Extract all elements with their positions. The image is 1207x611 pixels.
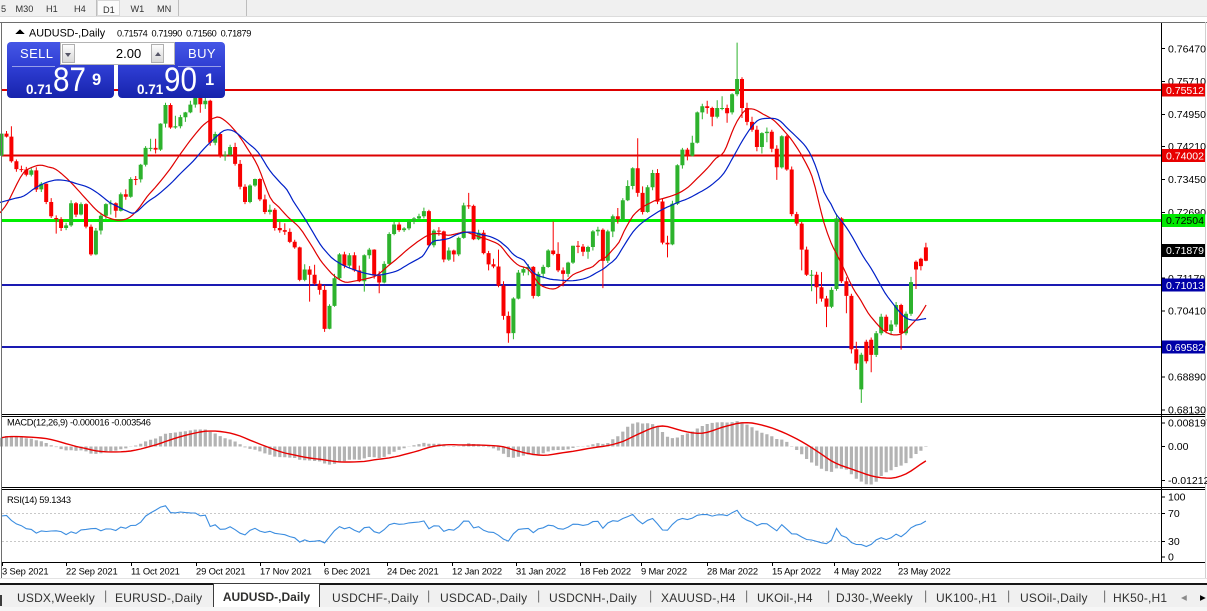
svg-text:0.68890: 0.68890 (1168, 372, 1206, 384)
svg-text:0.68130: 0.68130 (1168, 404, 1206, 416)
svg-text:24 Dec 2021: 24 Dec 2021 (387, 566, 439, 577)
svg-text:4 May 2022: 4 May 2022 (834, 566, 882, 577)
svg-text:0.69582: 0.69582 (1166, 342, 1204, 354)
svg-text:22 Sep 2021: 22 Sep 2021 (66, 566, 118, 577)
svg-text:0.75512: 0.75512 (1166, 85, 1204, 97)
svg-text:28 Mar 2022: 28 Mar 2022 (707, 566, 758, 577)
svg-text:0.71879: 0.71879 (1166, 245, 1204, 257)
svg-text:0.008197: 0.008197 (1168, 418, 1207, 430)
svg-text:23 May 2022: 23 May 2022 (898, 566, 951, 577)
svg-text:3 Sep 2021: 3 Sep 2021 (2, 566, 48, 577)
svg-text:100: 100 (1168, 492, 1186, 504)
svg-text:0.72504: 0.72504 (1166, 215, 1204, 227)
svg-text:0.71013: 0.71013 (1166, 280, 1204, 292)
svg-text:70: 70 (1168, 508, 1180, 520)
svg-text:0.74950: 0.74950 (1168, 109, 1206, 121)
svg-text:-0.01212: -0.01212 (1168, 475, 1207, 487)
svg-text:31 Jan 2022: 31 Jan 2022 (516, 566, 566, 577)
svg-text:9 Mar 2022: 9 Mar 2022 (641, 566, 687, 577)
svg-text:AUDUSD-,Daily: AUDUSD-,Daily (29, 28, 106, 40)
svg-text:0.74002: 0.74002 (1166, 150, 1204, 162)
svg-text:0.00: 0.00 (1168, 441, 1189, 453)
svg-text:15 Apr 2022: 15 Apr 2022 (772, 566, 821, 577)
svg-text:0: 0 (1168, 552, 1174, 564)
svg-text:0.71574 0.71990 0.71560 0.7: 0.71574 0.71990 0.71560 0.71879 (117, 29, 251, 39)
svg-text:29 Oct 2021: 29 Oct 2021 (196, 566, 245, 577)
svg-text:0.76470: 0.76470 (1168, 43, 1206, 55)
svg-text:6 Dec 2021: 6 Dec 2021 (324, 566, 370, 577)
svg-text:11 Oct 2021: 11 Oct 2021 (131, 566, 180, 577)
svg-text:RSI(14) 59.1343: RSI(14) 59.1343 (7, 495, 71, 505)
svg-text:0.73450: 0.73450 (1168, 174, 1206, 186)
svg-text:18 Feb 2022: 18 Feb 2022 (580, 566, 631, 577)
svg-text:30: 30 (1168, 536, 1180, 548)
svg-text:17 Nov 2021: 17 Nov 2021 (260, 566, 312, 577)
svg-text:12 Jan 2022: 12 Jan 2022 (452, 566, 502, 577)
svg-text:0.70410: 0.70410 (1168, 306, 1206, 318)
svg-text:MACD(12,26,9) -0.000016 -0.003: MACD(12,26,9) -0.000016 -0.003546 (7, 418, 151, 428)
